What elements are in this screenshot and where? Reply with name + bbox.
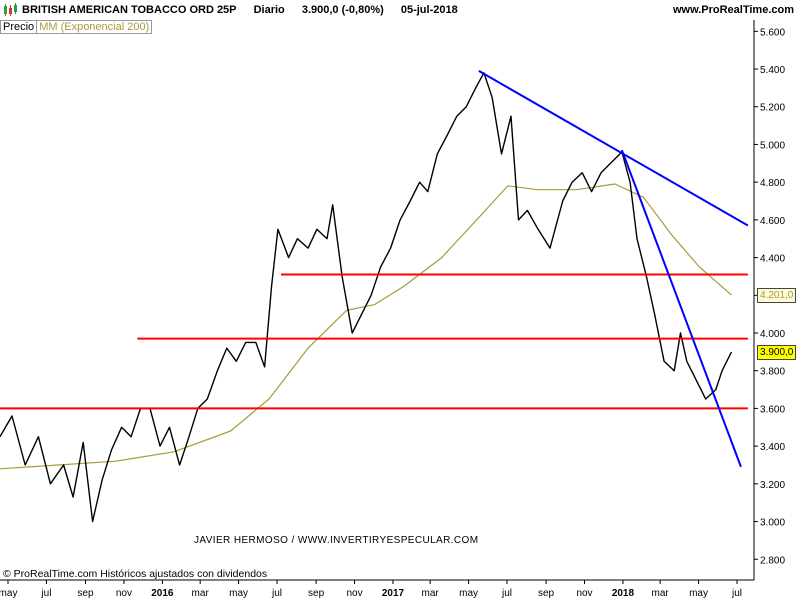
- x-tick-label: 2017: [382, 588, 405, 599]
- chart-legend: Precio MM (Exponencial 200): [0, 20, 153, 34]
- x-tick-label: mar: [192, 588, 210, 599]
- site-link[interactable]: www.ProRealTime.com: [672, 4, 794, 16]
- candlestick-logo-icon: [4, 3, 17, 16]
- x-tick-label: may: [0, 588, 17, 599]
- y-tick-label: 5.200: [760, 103, 785, 114]
- chart-title: BRITISH AMERICAN TOBACCO ORD 25P Diario …: [22, 4, 472, 16]
- price-series-line[interactable]: [0, 72, 733, 523]
- x-tick-label: nov: [116, 588, 132, 599]
- y-tick-label: 2.800: [760, 555, 785, 566]
- x-tick-label: may: [689, 588, 708, 599]
- x-tick-label: may: [229, 588, 248, 599]
- x-tick-label: may: [459, 588, 478, 599]
- x-tick-label: mar: [422, 588, 440, 599]
- y-tick-label: 4.400: [760, 254, 785, 265]
- y-tick-label: 4.000: [760, 329, 785, 340]
- instrument-name: BRITISH AMERICAN TOBACCO ORD 25P: [22, 4, 237, 16]
- x-tick-label: jul: [731, 588, 742, 599]
- x-tick-label: jul: [40, 588, 51, 599]
- x-tick-label: mar: [652, 588, 670, 599]
- y-tick-label: 3.200: [760, 480, 785, 491]
- y-tick-label: 3.400: [760, 442, 785, 453]
- y-tick-label: 5.400: [760, 65, 785, 76]
- y-tick-label: 3.000: [760, 518, 785, 529]
- x-tick-label: sep: [77, 588, 94, 599]
- y-tick-label: 5.000: [760, 140, 785, 151]
- y-tick-label: 4.600: [760, 216, 785, 227]
- legend-moving-average[interactable]: MM (Exponencial 200): [37, 20, 153, 34]
- last-price: 3.900,0 (-0,80%): [301, 4, 384, 16]
- legend-price[interactable]: Precio: [0, 20, 38, 34]
- y-tick-label: 3.600: [760, 404, 785, 415]
- copyright-footer: © ProRealTime.com Históricos ajustados c…: [3, 568, 268, 580]
- y-tick-label: 5.600: [760, 27, 785, 38]
- x-tick-label: jul: [271, 588, 282, 599]
- last-date: 05-jul-2018: [400, 4, 458, 16]
- author-watermark: JAVIER HERMOSO / WWW.INVERTIRYESPECULAR.…: [194, 535, 479, 546]
- trend-line[interactable]: [478, 70, 749, 227]
- x-tick-label: nov: [576, 588, 592, 599]
- chart-header: BRITISH AMERICAN TOBACCO ORD 25P Diario …: [0, 0, 800, 20]
- x-tick-label: jul: [501, 588, 512, 599]
- y-tick-label: 3.800: [760, 367, 785, 378]
- trend-line[interactable]: [620, 149, 742, 468]
- x-tick-label: sep: [308, 588, 325, 599]
- x-tick-label: 2018: [612, 588, 635, 599]
- x-tick-label: nov: [346, 588, 362, 599]
- plot-area: [0, 20, 754, 580]
- moving-average-tag: 4.201,0: [757, 288, 797, 304]
- x-tick-label: sep: [538, 588, 555, 599]
- last-price-tag: 3.900,0: [757, 344, 797, 360]
- period-label: Diario: [253, 4, 285, 16]
- x-tick-label: 2016: [151, 588, 174, 599]
- y-tick-label: 4.800: [760, 178, 785, 189]
